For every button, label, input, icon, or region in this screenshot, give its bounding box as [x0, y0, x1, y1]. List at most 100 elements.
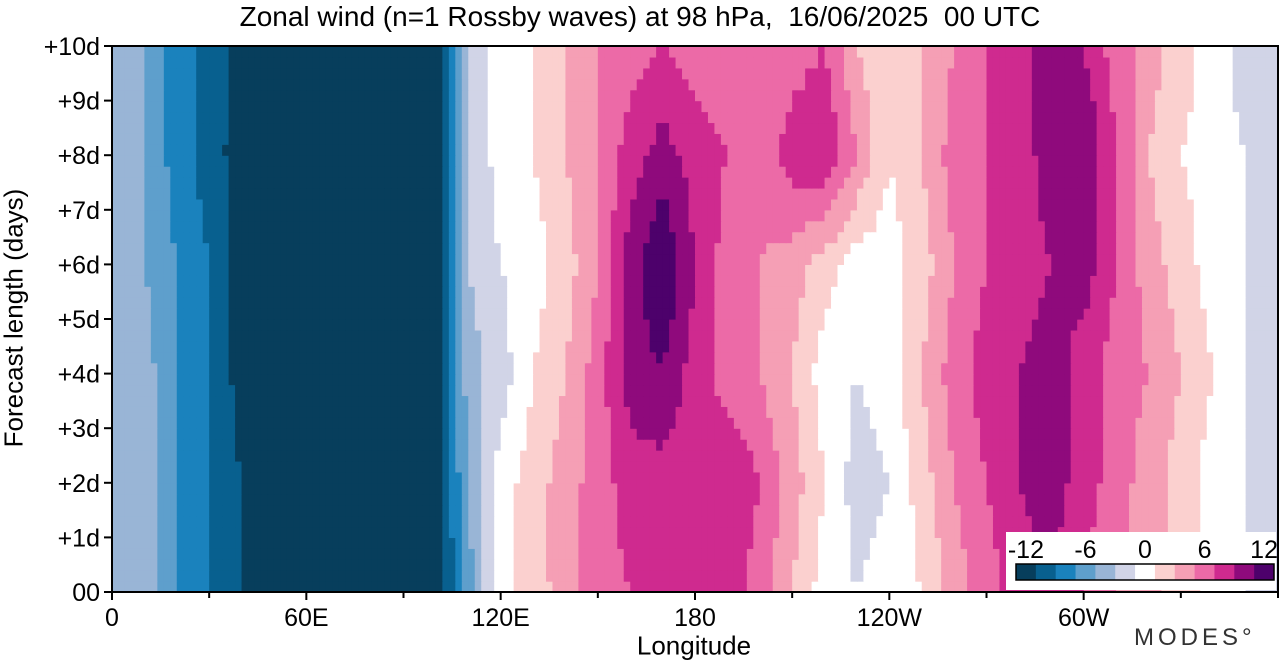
contour-cell: [137, 297, 145, 309]
contour-cell: [578, 548, 586, 560]
contour-cell: [578, 319, 586, 331]
contour-cell: [1051, 329, 1059, 342]
contour-cell: [235, 450, 243, 462]
contour-cell: [1154, 428, 1162, 440]
contour-cell: [798, 395, 806, 407]
contour-cell: [740, 450, 748, 462]
contour-cell: [325, 417, 333, 429]
contour-cell: [403, 493, 411, 506]
contour-cell: [371, 471, 379, 484]
contour-cell: [992, 471, 1001, 484]
contour-cell: [170, 439, 178, 451]
contour-cell: [1193, 319, 1201, 331]
contour-cell: [1012, 395, 1020, 407]
contour-cell: [1180, 460, 1188, 473]
contour-cell: [597, 581, 605, 593]
contour-cell: [630, 286, 638, 298]
contour-cell: [1025, 395, 1033, 407]
contour-cell: [720, 450, 728, 462]
contour-cell: [1018, 351, 1026, 364]
contour-cell: [1116, 362, 1124, 375]
contour-cell: [889, 559, 897, 571]
contour-cell: [895, 308, 903, 320]
contour-cell: [468, 471, 476, 484]
contour-cell: [643, 340, 651, 353]
contour-cell: [442, 319, 450, 331]
contour-cell: [235, 439, 243, 451]
contour-cell: [766, 493, 774, 506]
contour-cell: [235, 384, 243, 397]
contour-cell: [1154, 504, 1162, 517]
contour-cell: [921, 362, 929, 375]
contour-cell: [669, 537, 677, 549]
contour-cell: [656, 286, 664, 298]
contour-cell: [448, 537, 456, 549]
contour-cell: [306, 329, 314, 342]
contour-cell: [273, 417, 282, 429]
contour-cell: [254, 340, 262, 353]
contour-cell: [455, 570, 463, 582]
contour-cell: [571, 384, 579, 397]
contour-cell: [746, 351, 754, 364]
contour-cell: [358, 460, 366, 473]
contour-cell: [144, 297, 152, 309]
contour-cell: [137, 482, 145, 495]
contour-cell: [1005, 406, 1014, 418]
contour-cell: [604, 340, 612, 353]
contour-cell: [604, 526, 612, 538]
contour-cell: [222, 351, 230, 364]
contour-cell: [973, 460, 981, 473]
contour-cell: [856, 439, 865, 451]
contour-cell: [209, 450, 217, 462]
contour-cell: [215, 526, 223, 538]
contour-cell: [163, 537, 171, 549]
contour-cell: [112, 439, 120, 451]
contour-cell: [1174, 329, 1182, 342]
contour-cell: [707, 460, 716, 473]
contour-cell: [695, 493, 703, 506]
contour-cell: [260, 373, 269, 386]
contour-cell: [461, 581, 469, 593]
contour-cell: [831, 351, 839, 364]
contour-cell: [468, 526, 476, 538]
contour-cell: [662, 504, 670, 517]
contour-cell: [1206, 362, 1214, 375]
contour-cell: [215, 581, 223, 593]
contour-cell: [1116, 460, 1124, 473]
contour-cell: [241, 329, 249, 342]
contour-cell: [170, 570, 178, 582]
contour-cell: [999, 417, 1007, 429]
contour-cell: [850, 482, 858, 495]
contour-cell: [772, 559, 780, 571]
contour-cell: [727, 548, 735, 560]
contour-cell: [280, 308, 288, 320]
contour-cell: [228, 417, 236, 429]
contour-cell: [260, 286, 269, 298]
contour-cell: [947, 297, 955, 309]
contour-cell: [1103, 308, 1111, 320]
contour-cell: [1271, 297, 1279, 309]
contour-cell: [338, 428, 346, 440]
contour-cell: [623, 439, 631, 451]
contour-cell: [954, 581, 962, 593]
contour-cell: [571, 450, 579, 462]
contour-cell: [1083, 515, 1091, 528]
contour-cell: [248, 297, 256, 309]
contour-cell: [947, 493, 955, 506]
contour-cell: [513, 340, 521, 353]
contour-cell: [202, 329, 210, 342]
contour-cell: [591, 329, 599, 342]
contour-cell: [1064, 373, 1072, 386]
contour-cell: [669, 351, 677, 364]
contour-cell: [675, 493, 683, 506]
contour-cell: [1226, 450, 1234, 462]
contour-cell: [869, 286, 877, 298]
contour-cell: [707, 308, 716, 320]
contour-cell: [811, 471, 819, 484]
contour-cell: [351, 570, 359, 582]
contour-cell: [358, 319, 366, 331]
contour-cell: [461, 439, 469, 451]
contour-cell: [384, 460, 392, 473]
contour-cell: [144, 493, 152, 506]
contour-cell: [688, 428, 696, 440]
